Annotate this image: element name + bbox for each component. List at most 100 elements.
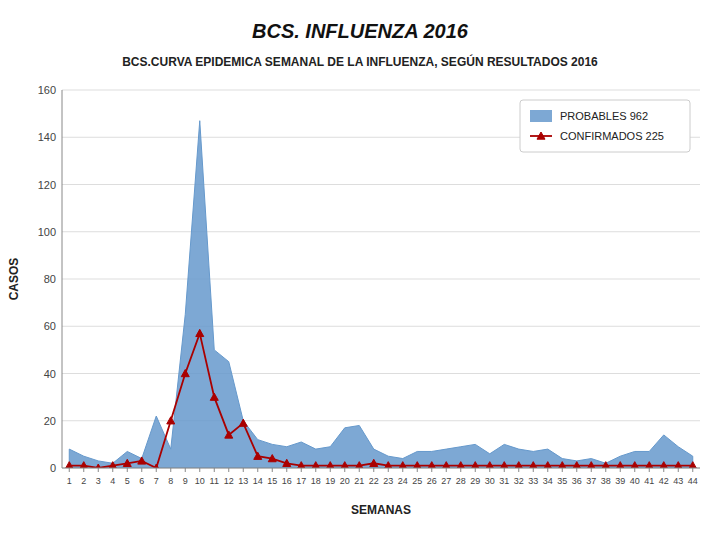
x-tick (634, 468, 635, 472)
x-tick-label: 12 (224, 476, 234, 486)
x-tick-label: 5 (125, 476, 130, 486)
marker (399, 462, 407, 468)
y-tick-label: 80 (44, 273, 56, 285)
grid-line (62, 279, 700, 280)
x-tick (170, 468, 171, 472)
x-tick (257, 468, 258, 472)
legend-swatch (530, 110, 552, 122)
marker (109, 462, 117, 468)
x-tick (214, 468, 215, 472)
x-tick-label: 17 (296, 476, 306, 486)
x-tick-label: 29 (470, 476, 480, 486)
x-axis-label: SEMANAS (351, 503, 411, 517)
x-tick (460, 468, 461, 472)
x-tick-label: 37 (586, 476, 596, 486)
marker (196, 329, 204, 336)
grid (62, 90, 700, 468)
x-tick-label: 13 (238, 476, 248, 486)
x-tick-label: 35 (557, 476, 567, 486)
marker (689, 462, 697, 468)
x-tick (69, 468, 70, 472)
grid-line (62, 90, 700, 91)
x-tick (98, 468, 99, 472)
x-tick-label: 21 (354, 476, 364, 486)
x-tick (533, 468, 534, 472)
x-tick (431, 468, 432, 472)
x-tick-label: 42 (659, 476, 669, 486)
x-tick (692, 468, 693, 472)
x-tick (518, 468, 519, 472)
x-tick (562, 468, 563, 472)
marker (123, 459, 131, 466)
marker (544, 462, 552, 468)
x-tick-label: 8 (168, 476, 173, 486)
legend-marker (537, 132, 545, 139)
x-tick (156, 468, 157, 472)
x-tick (359, 468, 360, 472)
x-tick-label: 15 (267, 476, 277, 486)
x-tick-label: 31 (499, 476, 509, 486)
x-tick (315, 468, 316, 472)
legend: PROBABLES 962CONFIRMADOS 225 (520, 100, 690, 152)
x-tick (127, 468, 128, 472)
marker (312, 462, 320, 468)
x-tick-label: 32 (514, 476, 524, 486)
marker (602, 462, 610, 468)
x-tick (330, 468, 331, 472)
x-tick-label: 40 (630, 476, 640, 486)
x-tick-label: 38 (601, 476, 611, 486)
x-tick-label: 7 (154, 476, 159, 486)
marker (631, 462, 639, 468)
x-tick (344, 468, 345, 472)
marker (558, 462, 566, 468)
title: BCS. INFLUENZA 2016 (252, 20, 469, 42)
grid-line (62, 231, 700, 232)
x-axis-line (62, 468, 700, 469)
marker (674, 462, 682, 468)
marker (138, 457, 146, 464)
x-tick-label: 3 (96, 476, 101, 486)
marker (239, 419, 247, 426)
x-tick (286, 468, 287, 472)
x-tick (185, 468, 186, 472)
x-tick-label: 43 (673, 476, 683, 486)
x-tick (83, 468, 84, 472)
x-tick-label: 33 (528, 476, 538, 486)
x-tick-label: 14 (253, 476, 263, 486)
x-tick (388, 468, 389, 472)
y-axis-label: CASOS (7, 258, 21, 301)
marker (587, 462, 595, 468)
marker (167, 417, 175, 424)
marker (413, 462, 421, 468)
marker (297, 462, 305, 468)
x-tick (620, 468, 621, 472)
x-tick (475, 468, 476, 472)
x-tick-label: 4 (110, 476, 115, 486)
marker (225, 431, 233, 438)
marker (210, 393, 218, 400)
grid-line (62, 373, 700, 374)
marker (573, 462, 581, 468)
x-tick-label: 9 (183, 476, 188, 486)
x-tick (228, 468, 229, 472)
y-tick-label: 120 (38, 179, 56, 191)
x-tick (243, 468, 244, 472)
x-tick (141, 468, 142, 472)
marker (94, 464, 102, 468)
x-tick (272, 468, 273, 472)
marker (457, 462, 465, 468)
y-axis-line (62, 90, 63, 468)
x-tick (373, 468, 374, 472)
x-tick-label: 1 (67, 476, 72, 486)
x-tick-label: 36 (572, 476, 582, 486)
x-tick (663, 468, 664, 472)
marker (486, 462, 494, 468)
marker (355, 462, 363, 468)
x-tick (446, 468, 447, 472)
area (69, 121, 693, 468)
marker (515, 462, 523, 468)
x-tick-label: 39 (615, 476, 625, 486)
line (69, 333, 693, 468)
y-tick-label: 100 (38, 226, 56, 238)
x-tick (301, 468, 302, 472)
